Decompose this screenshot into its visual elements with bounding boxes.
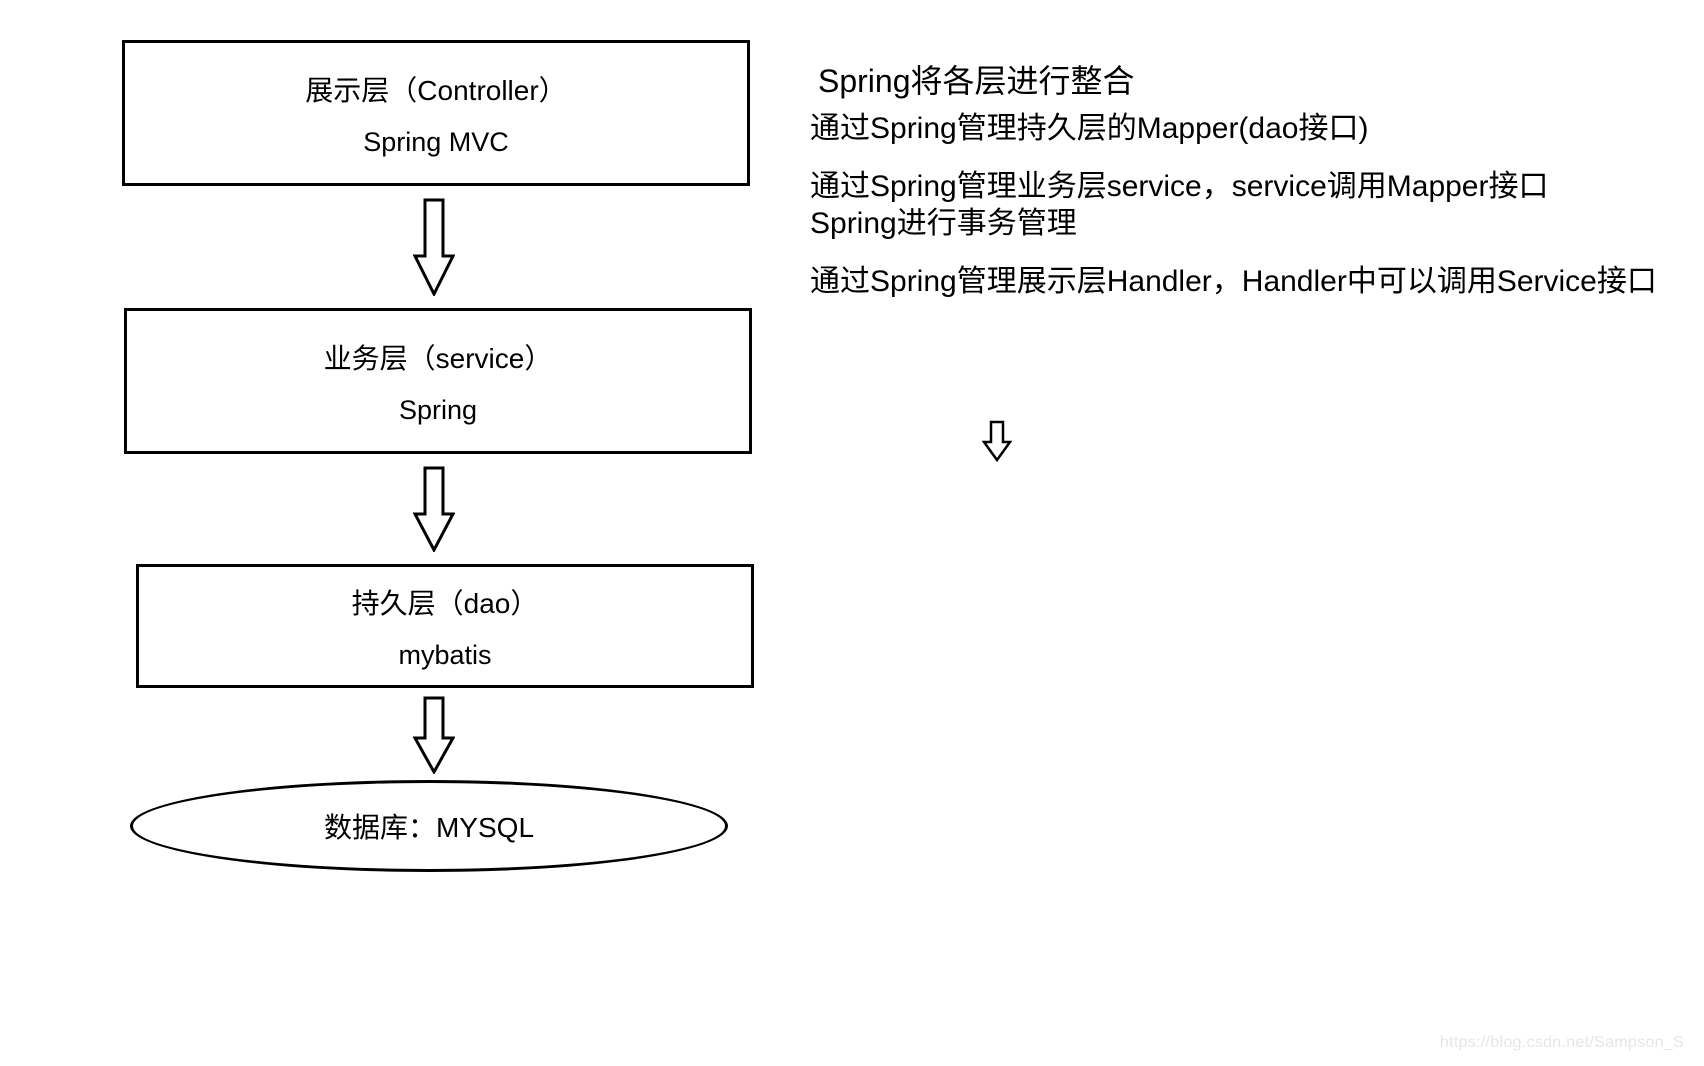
arrow-down-icon	[413, 696, 455, 774]
layer-box-service: 业务层（service） Spring	[124, 308, 752, 454]
layer-subtitle: mybatis	[398, 640, 491, 671]
note-block-1: 通过Spring管理持久层的Mapper(dao接口)	[810, 110, 1664, 148]
diagram-container: 展示层（Controller） Spring MVC 业务层（service） …	[0, 0, 1704, 1066]
arrow-down-icon	[982, 420, 1012, 462]
note-block-3: 通过Spring管理展示层Handler，Handler中可以调用Service…	[810, 263, 1664, 301]
layer-title: 业务层（service）	[324, 337, 553, 377]
layer-subtitle: Spring MVC	[363, 127, 509, 158]
database-ellipse-wrap: 数据库：MYSQL	[130, 780, 728, 872]
database-label: 数据库：MYSQL	[324, 806, 534, 846]
arrow-down-icon	[413, 198, 455, 296]
layer-box-controller: 展示层（Controller） Spring MVC	[122, 40, 750, 186]
arrow-down-2	[120, 466, 748, 552]
notes-heading: Spring将各层进行整合	[818, 56, 1664, 102]
layer-subtitle: Spring	[399, 395, 477, 426]
arrow-down-icon	[413, 466, 455, 552]
layer-box-dao: 持久层（dao） mybatis	[136, 564, 754, 688]
flowchart-column: 展示层（Controller） Spring MVC 业务层（service） …	[0, 0, 800, 1066]
database-ellipse: 数据库：MYSQL	[130, 780, 728, 872]
arrow-down-1	[120, 198, 748, 296]
notes-column: Spring将各层进行整合 通过Spring管理持久层的Mapper(dao接口…	[800, 0, 1704, 1066]
watermark: https://blog.csdn.net/Sampson_S	[1440, 1034, 1684, 1052]
layer-title: 展示层（Controller）	[305, 69, 566, 109]
small-arrow-wrap	[810, 420, 1664, 462]
layer-title: 持久层（dao）	[352, 582, 539, 622]
note-block-2: 通过Spring管理业务层service，service调用Mapper接口Sp…	[810, 168, 1664, 243]
arrow-down-3	[120, 696, 748, 774]
